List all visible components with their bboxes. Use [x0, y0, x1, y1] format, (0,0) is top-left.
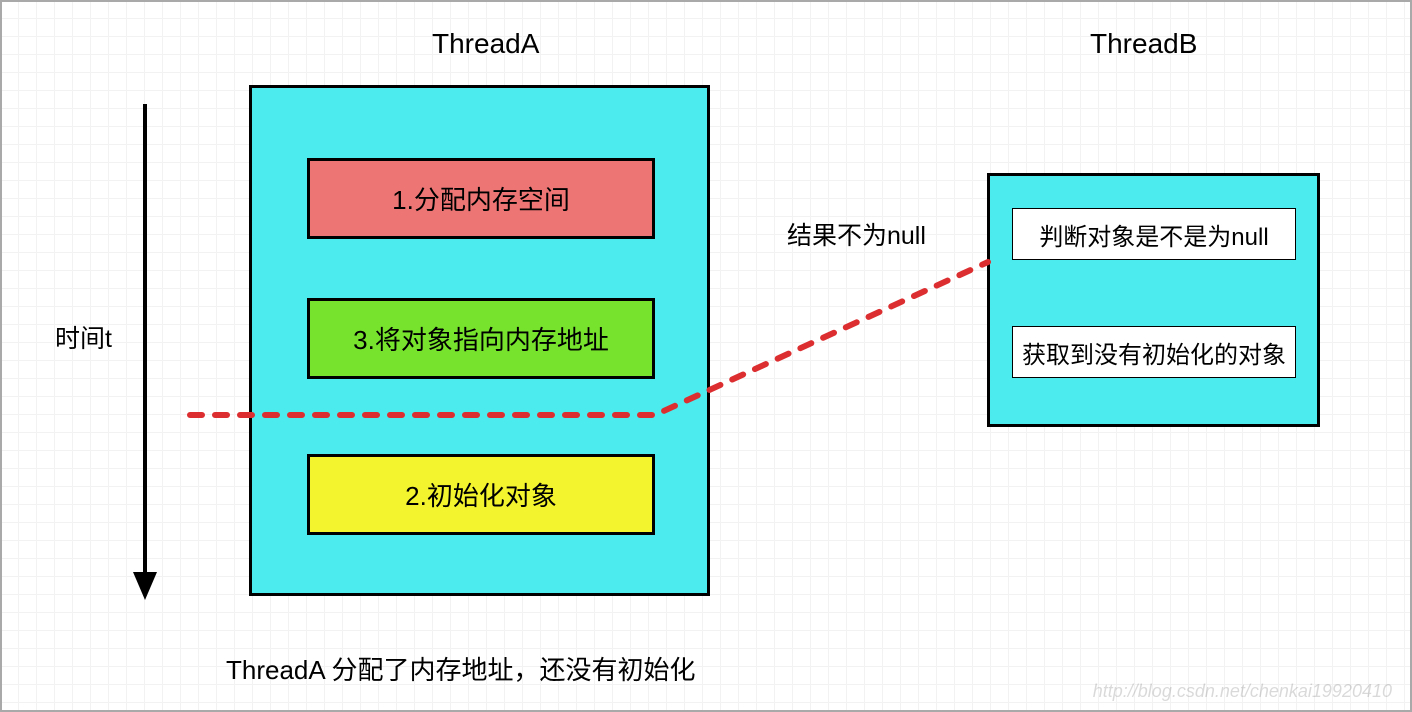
thread-b-title: ThreadB	[1090, 28, 1197, 60]
thread-b-step-1-label: 判断对象是不是为null	[1039, 217, 1268, 252]
thread-a-step-1: 1.分配内存空间	[307, 158, 655, 239]
time-axis-label: 时间t	[55, 319, 112, 355]
annotation-not-null: 结果不为null	[787, 216, 926, 252]
thread-b-step-2-label: 获取到没有初始化的对象	[1022, 335, 1286, 370]
caption: ThreadA 分配了内存地址，还没有初始化	[226, 650, 696, 687]
thread-a-step-2-label: 2.初始化对象	[405, 476, 557, 513]
thread-b-step-1: 判断对象是不是为null	[1012, 208, 1296, 260]
thread-a-step-1-label: 1.分配内存空间	[392, 180, 570, 217]
thread-a-step-3: 3.将对象指向内存地址	[307, 298, 655, 379]
thread-a-step-3-label: 3.将对象指向内存地址	[353, 320, 609, 357]
thread-b-step-2: 获取到没有初始化的对象	[1012, 326, 1296, 378]
thread-a-title: ThreadA	[432, 28, 539, 60]
thread-a-step-2: 2.初始化对象	[307, 454, 655, 535]
watermark: http://blog.csdn.net/chenkai19920410	[1093, 681, 1392, 702]
